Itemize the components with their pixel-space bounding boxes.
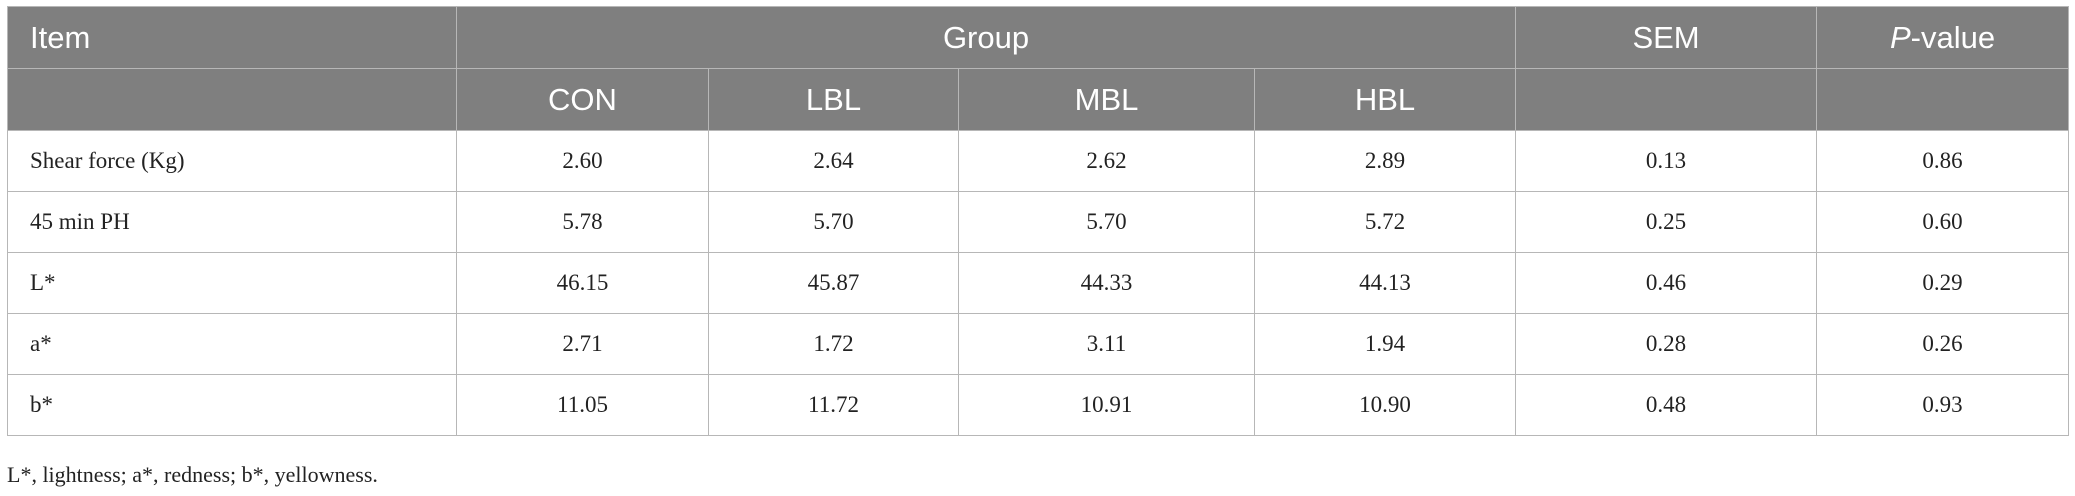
table-cell: L* xyxy=(7,252,457,314)
table-row: Shear force (Kg) 2.60 2.64 2.62 2.89 0.13 0.86 xyxy=(7,130,2070,192)
table-cell: 0.13 xyxy=(1515,130,1818,192)
header-text: -value xyxy=(1910,19,1996,55)
table-cell: 0.60 xyxy=(1816,191,2070,253)
header-cell xyxy=(7,68,457,131)
table-cell: 2.89 xyxy=(1253,130,1517,192)
table-cell: 2.60 xyxy=(456,130,709,192)
table-cell: a* xyxy=(7,313,457,375)
table-cell: 0.86 xyxy=(1816,130,2070,192)
table-cell: 1.72 xyxy=(708,313,959,375)
header-cell: HBL xyxy=(1253,68,1517,131)
data-table: Item Group SEM P-value CON LBL MBL HBL Shea… xyxy=(7,6,2070,436)
header-cell: Group xyxy=(455,6,1517,69)
header-cell: P-value xyxy=(1816,6,2070,69)
header-cell: LBL xyxy=(708,68,959,131)
header-cell: SEM xyxy=(1515,6,1818,69)
table-cell: 10.90 xyxy=(1253,374,1517,436)
table-cell: Shear force (Kg) xyxy=(7,130,457,192)
header-cell: Item xyxy=(7,6,457,69)
table-cell: 10.91 xyxy=(958,374,1255,436)
table-cell: 2.64 xyxy=(708,130,959,192)
table-cell: 44.33 xyxy=(958,252,1255,314)
table-cell: 45.87 xyxy=(708,252,959,314)
table-cell: 0.28 xyxy=(1515,313,1818,375)
table-cell: 1.94 xyxy=(1253,313,1517,375)
table-cell: 11.72 xyxy=(708,374,959,436)
table-cell: 3.11 xyxy=(958,313,1255,375)
table-cell: 0.29 xyxy=(1816,252,2070,314)
header-cell: MBL xyxy=(958,68,1255,131)
table-cell: b* xyxy=(7,374,457,436)
table-row: 45 min PH 5.78 5.70 5.70 5.72 0.25 0.60 xyxy=(7,191,2070,253)
table-cell: 5.72 xyxy=(1253,191,1517,253)
table-cell: 11.05 xyxy=(456,374,709,436)
header-text: P xyxy=(1889,19,1911,55)
table-cell: 0.93 xyxy=(1816,374,2070,436)
table-cell: 5.78 xyxy=(456,191,709,253)
table-cell: 46.15 xyxy=(456,252,709,314)
table-row: L* 46.15 45.87 44.33 44.13 0.46 0.29 xyxy=(7,252,2070,314)
table-cell: 45 min PH xyxy=(7,191,457,253)
table-cell: 44.13 xyxy=(1253,252,1517,314)
header-cell: CON xyxy=(456,68,709,131)
table-cell: 5.70 xyxy=(708,191,959,253)
table-cell: 5.70 xyxy=(958,191,1255,253)
table-cell: 0.48 xyxy=(1515,374,1818,436)
table-cell: 2.62 xyxy=(958,130,1255,192)
table-row: b* 11.05 11.72 10.91 10.90 0.48 0.93 xyxy=(7,374,2070,436)
footnote: L*, lightness; a*, redness; b*, yellowne… xyxy=(7,462,378,487)
table-row: a* 2.71 1.72 3.11 1.94 0.28 0.26 xyxy=(7,313,2070,375)
table-cell: 2.71 xyxy=(456,313,709,375)
table-cell: 0.46 xyxy=(1515,252,1818,314)
table-cell: 0.25 xyxy=(1515,191,1818,253)
header-cell xyxy=(1816,68,2070,131)
table-cell: 0.26 xyxy=(1816,313,2070,375)
header-cell xyxy=(1515,68,1818,131)
